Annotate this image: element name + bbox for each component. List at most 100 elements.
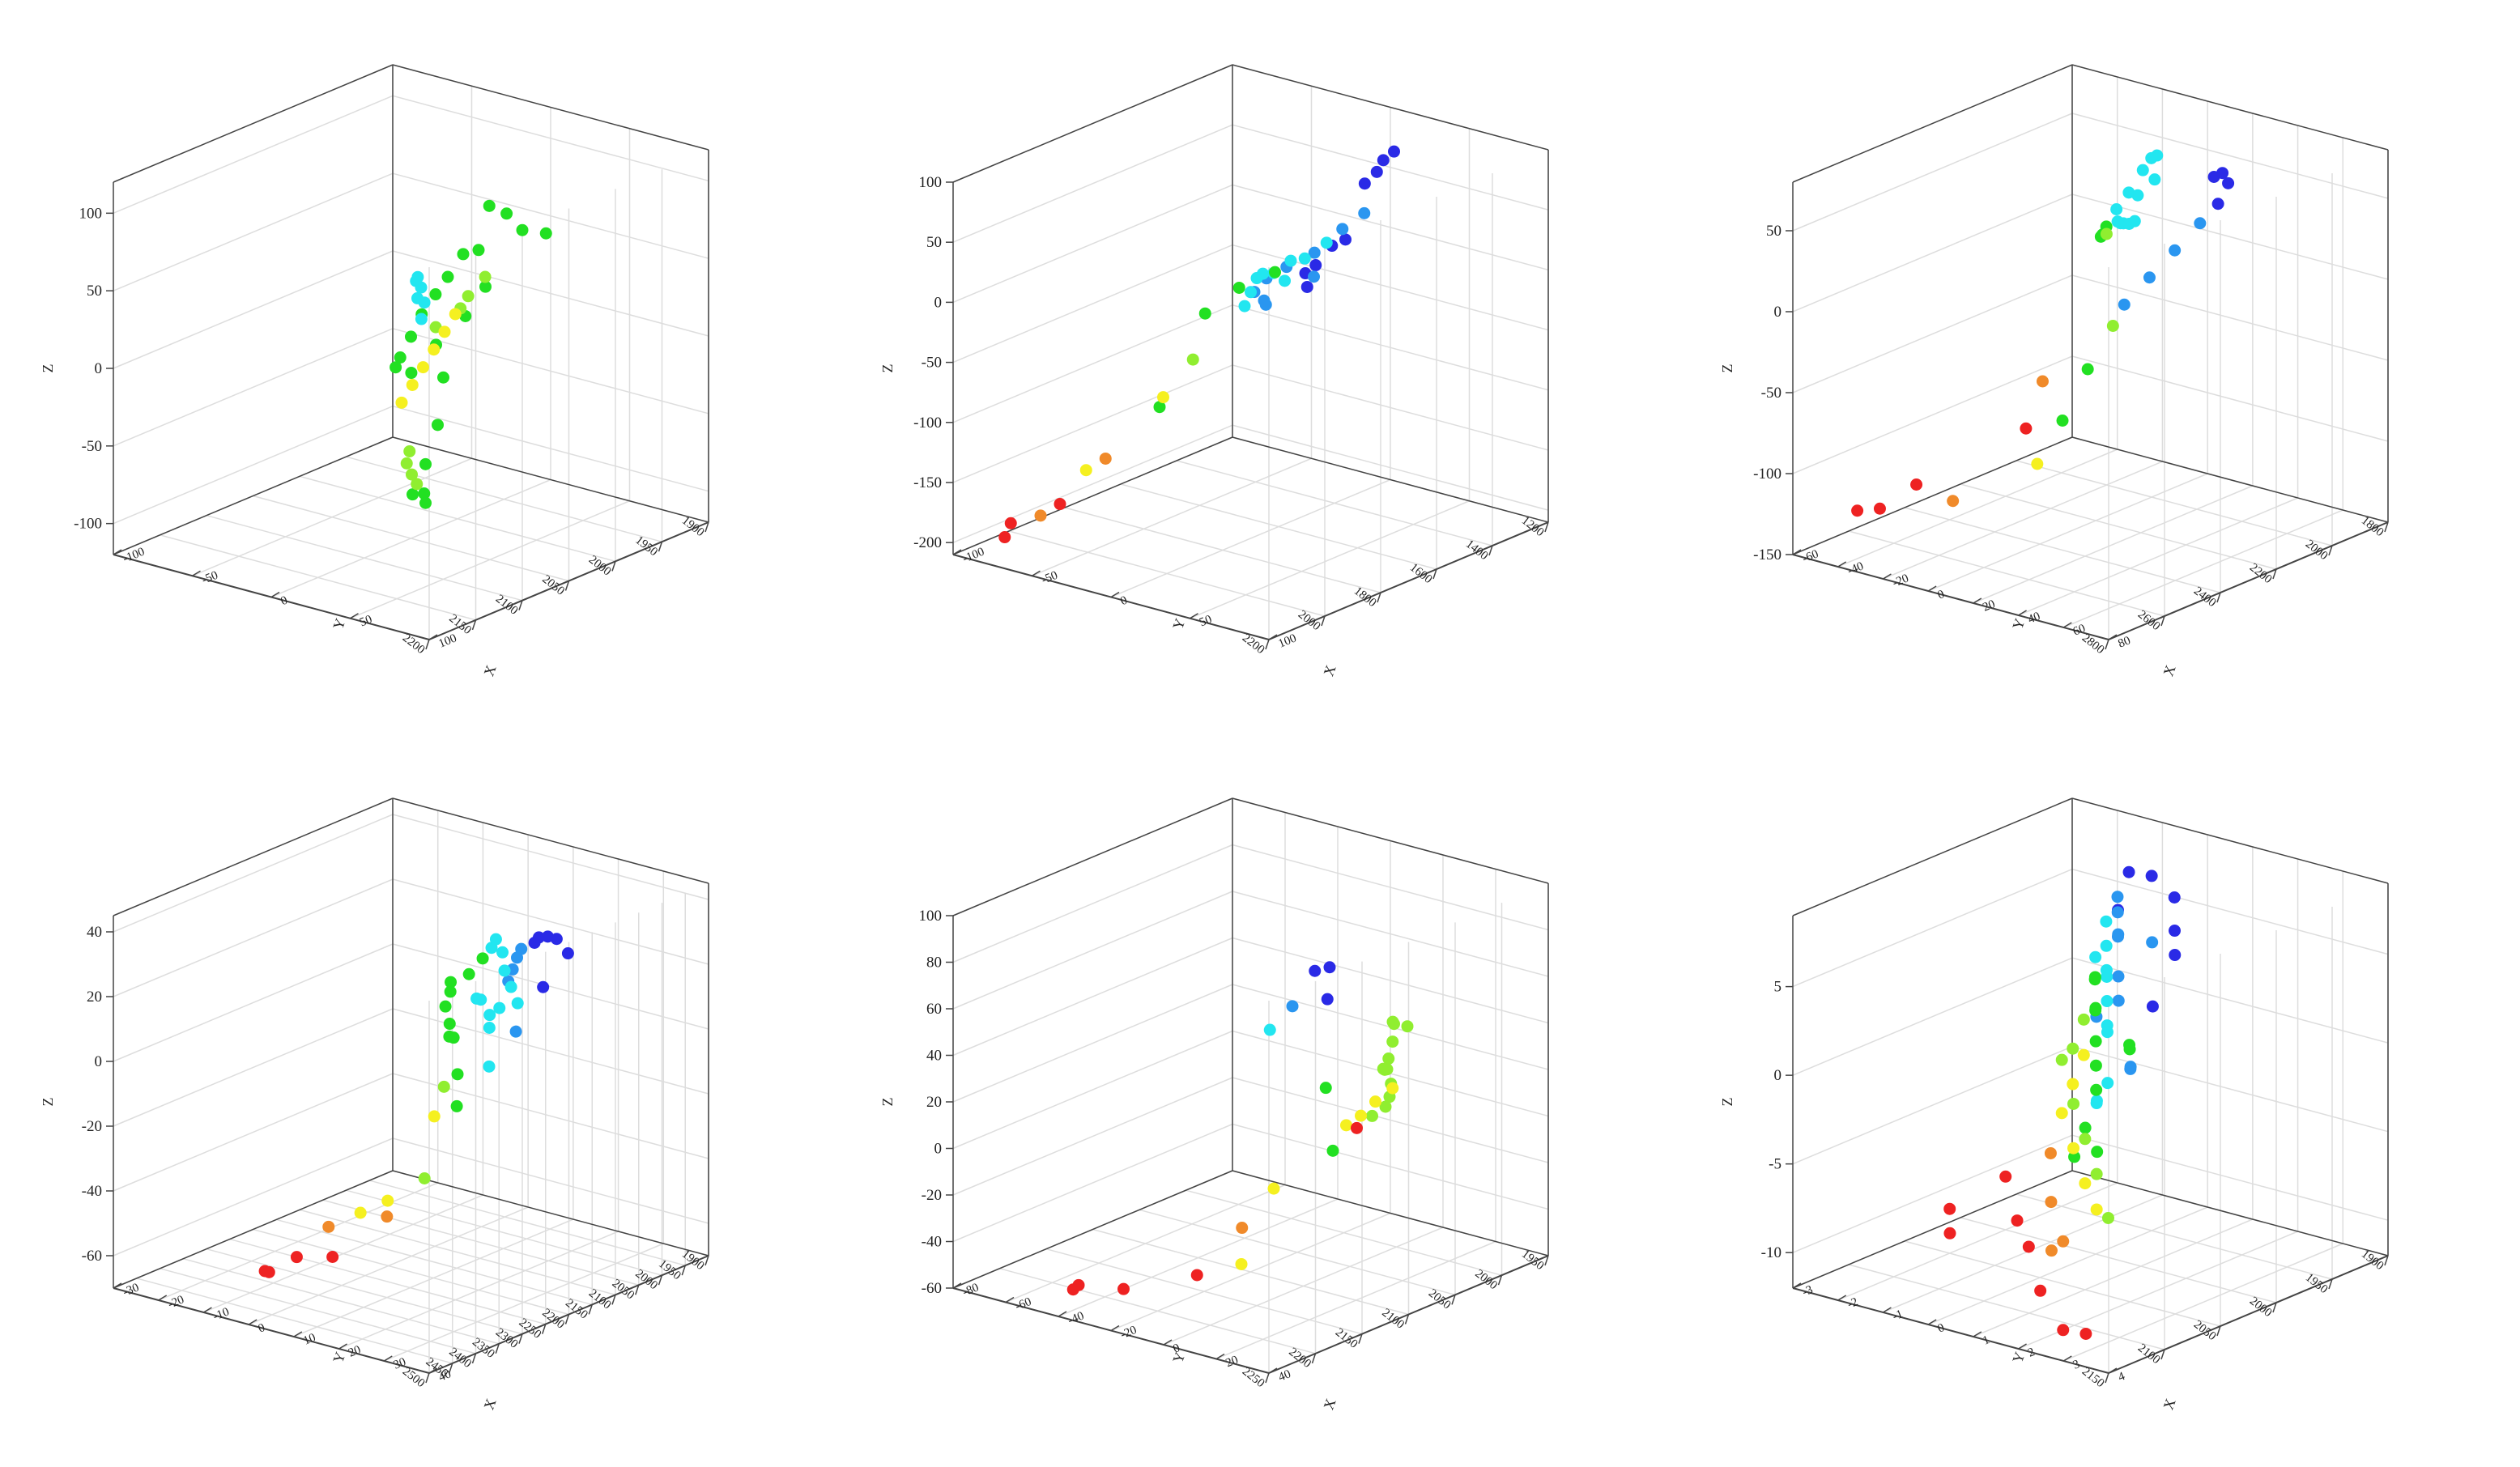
data-point-yellow [395,396,408,409]
y-tick [1792,1282,1802,1289]
x-tick-label: 2000 [1296,608,1322,633]
y-tick [1110,591,1120,598]
y-tick-label: 10 [301,1331,317,1347]
x-tick [1451,1295,1456,1305]
gridline-z-wall-left [113,814,394,933]
data-point-azure [2143,271,2156,284]
gridline-z-wall-left [952,304,1233,423]
data-point-blue [2146,1000,2159,1013]
gridline-z-wall-right [392,814,709,900]
x-tick-label: 1950 [656,1257,683,1282]
y-tick-label: 50 [1198,613,1214,629]
data-point-orange [2057,1235,2070,1248]
frame-edge [1792,436,2073,555]
data-point-green [439,1000,452,1013]
data-point-cyan [2101,970,2113,983]
y-tick-label: -50 [1040,569,1060,587]
y-tick [1792,549,1802,555]
data-point-green [419,457,432,470]
data-point-cyan [2131,189,2144,202]
data-point-green [394,351,407,364]
x-tick-label: 2050 [539,573,566,598]
x-tick-label: 2200 [2247,561,2274,586]
gridline-z-wall-left [952,1030,1233,1150]
data-point-red [1351,1121,1363,1134]
x-axis-line [1792,554,2109,640]
data-point-red [2079,1327,2092,1340]
data-point-red [262,1265,275,1278]
gridline-x-floor [2016,1193,2333,1280]
data-point-cyan [504,980,517,993]
gridline-z-wall-left [1792,957,2073,1076]
data-point-cyan [2145,151,2158,164]
data-point-lime [406,468,418,481]
z-tick-label: 100 [919,174,943,191]
data-point-cyan [1263,1023,1276,1036]
x-tick-label: 2150 [563,1296,590,1321]
data-point-yellow [2055,1107,2068,1120]
gridline-z-wall-right [1232,937,1549,1024]
x-tick [1265,639,1270,650]
y-tick-label: -60 [1801,547,1821,565]
z-tick-label: -10 [1761,1244,1781,1261]
x-tick [1311,1353,1317,1364]
y-tick-label: -3 [1801,1283,1816,1299]
data-point-red [1066,1283,1079,1296]
y-axis-title: Y [2009,616,2028,631]
y-tick-label: 100 [1277,631,1299,650]
data-point-red [2034,1284,2047,1297]
scatter3d-chart-6: 190019502000205021002150-3-2-101234-10-5… [1719,797,2389,1412]
data-point-yellow [2079,1177,2092,1190]
z-tick-label: 20 [926,1094,942,1111]
gridline-z-wall-right [2071,355,2389,442]
z-tick-label: -5 [1769,1156,1781,1173]
y-tick-label: -60 [1014,1295,1034,1313]
gridline-x-floor [206,1248,523,1335]
y-tick-label: -30 [121,1281,142,1299]
data-point-green [483,199,496,212]
x-tick-label: 2100 [493,593,520,618]
gridline-x-floor [299,1209,616,1296]
data-point-cyan [1245,286,1257,299]
data-point-red [1054,498,1066,511]
data-point-azure [1308,246,1321,259]
data-point-red [1943,1227,1956,1240]
gridline-y-floor [1163,1227,1444,1346]
x-tick-label: 2000 [632,1267,659,1292]
data-point-azure [2118,298,2131,311]
data-point-green [472,244,485,257]
z-tick-label: 60 [926,1001,942,1018]
x-tick [1544,521,1549,533]
gridline-y-floor [338,1231,619,1350]
gridline-x-floor [183,1258,500,1345]
x-tick [704,521,709,533]
data-point-yellow [417,361,429,374]
data-point-cyan [1279,274,1291,287]
data-point-green [516,223,529,236]
gridline-y-floor [2018,497,2298,616]
frame-edge [392,797,709,884]
gridline-y-floor [158,1182,439,1301]
gridline-z-wall-left [1792,193,2073,313]
data-point-azure [2194,217,2207,230]
y-tick-label: -50 [200,569,220,587]
gridline-z-wall-right [1232,184,1549,271]
x-tick-label: 1800 [1352,585,1378,610]
gridline-z-wall-left [113,405,394,525]
x-tick [588,1304,593,1315]
z-tick-label: 0 [95,360,103,377]
data-point-azure [2112,994,2125,1007]
gridline-y-floor [1927,473,2208,592]
data-point-cyan [2089,950,2102,963]
y-tick [1837,1295,1847,1301]
gridline-z-wall-left [952,844,1233,963]
data-point-cyan [1320,236,1333,249]
data-point-yellow [2031,457,2044,470]
data-point-red [2057,1324,2070,1337]
x-axis-title: X [480,1397,499,1412]
y-axis-title: Y [1169,616,1188,631]
x-tick [518,600,523,610]
frame-edge [392,1170,709,1257]
frame-edge [1232,436,1549,523]
x-tick-label: 2050 [1426,1286,1453,1312]
